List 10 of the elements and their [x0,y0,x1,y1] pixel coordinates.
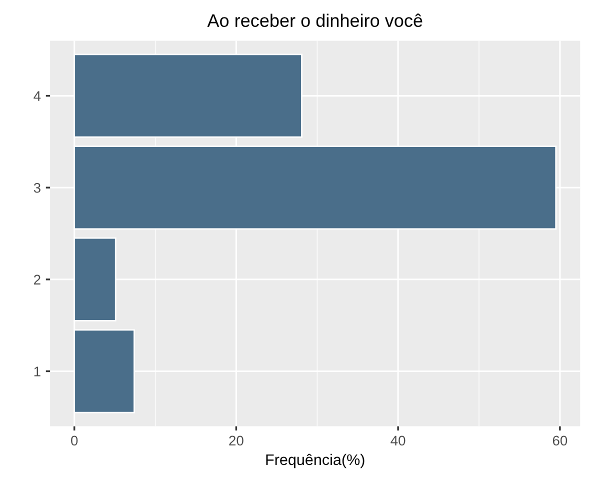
y-tick-label: 3 [34,182,40,193]
x-tick-label: 20 [229,436,244,446]
x-axis-title: Frequência(%) [266,454,364,468]
y-tick-label: 4 [34,91,41,101]
x-tick-label: 40 [390,436,406,446]
y-tick-label: 2 [34,274,40,284]
y-tick-label: 1 [34,366,40,376]
x-tick-label: 0 [71,436,78,446]
x-tick-label: 60 [552,436,568,446]
chart-title: Ao receber o dinheiro você [207,14,422,28]
